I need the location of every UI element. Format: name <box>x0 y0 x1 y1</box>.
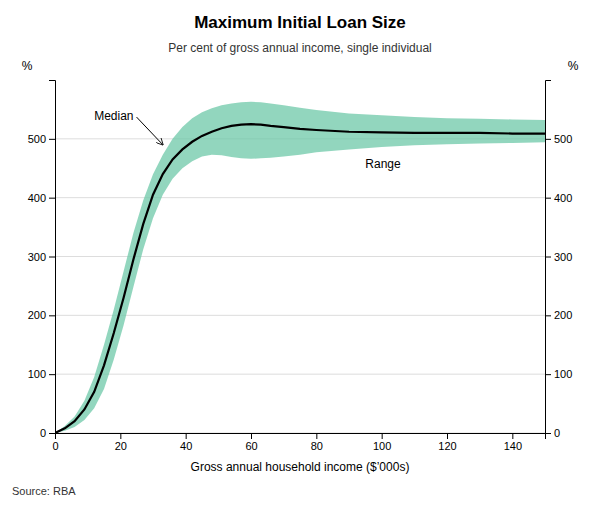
x-tick: 20 <box>115 433 127 452</box>
x-tick: 100 <box>373 433 391 452</box>
y2-tick-label: 0 <box>554 427 560 439</box>
y-axis: 0 100 200 300 400 500 <box>28 81 56 440</box>
y-tick-label: 200 <box>28 309 46 321</box>
y2-axis-label: % <box>568 59 579 73</box>
x-axis: 0 20 40 60 80 100 120 140 <box>52 433 545 452</box>
y-tick: 400 <box>28 192 55 204</box>
y-tick-label: 100 <box>28 368 46 380</box>
x-tick-label: 100 <box>373 440 391 452</box>
y-tick-label: 300 <box>28 251 46 263</box>
y2-tick: 300 <box>545 251 572 263</box>
x-tick-mark <box>512 433 513 439</box>
y-tick-mark <box>49 257 55 258</box>
grid-line <box>55 374 545 375</box>
y2-axis: 0 100 200 300 400 500 <box>545 81 572 440</box>
y-tick-mark <box>49 139 55 140</box>
y2-tick-label: 100 <box>554 368 572 380</box>
range-area <box>55 102 545 433</box>
y-tick: 0 <box>40 427 55 439</box>
median-line <box>55 124 545 433</box>
y2-tick-mark <box>545 198 551 199</box>
x-tick: 80 <box>311 433 323 452</box>
chart-subtitle: Per cent of gross annual income, single … <box>168 41 431 55</box>
x-tick: 0 <box>52 433 58 452</box>
y2-tick-label: 400 <box>554 192 572 204</box>
y2-tick-label: 300 <box>554 251 572 263</box>
x-tick-label: 0 <box>52 440 58 452</box>
y-tick: 100 <box>28 368 55 380</box>
y2-tick-label: 200 <box>554 309 572 321</box>
chart-svg: 0 20 40 60 80 100 120 140 0 100 200 300 400 500 0 100 20… <box>0 0 600 505</box>
x-tick-label: 60 <box>245 440 257 452</box>
y-tick-mark <box>49 198 55 199</box>
x-tick-mark <box>316 433 317 439</box>
y-axis-label: % <box>22 59 33 73</box>
y2-tick: 0 <box>545 427 560 439</box>
chart-container: 0 20 40 60 80 100 120 140 0 100 200 300 400 500 0 100 20… <box>0 0 600 505</box>
grid-line <box>55 197 545 198</box>
x-tick-mark <box>251 433 252 439</box>
plot-area: 0 20 40 60 80 100 120 140 0 100 200 300 400 500 0 100 20… <box>22 59 579 474</box>
y2-tick: 200 <box>545 309 572 321</box>
annotation-text: Median <box>94 109 133 123</box>
y-tick-mark <box>49 374 55 375</box>
y2-tick-mark <box>545 257 551 258</box>
y-tick: 300 <box>28 251 55 263</box>
source-note: Source: RBA <box>12 485 76 497</box>
chart-title: Maximum Initial Loan Size <box>194 13 406 32</box>
y2-tick: 100 <box>545 368 572 380</box>
y-axis-line <box>49 81 56 434</box>
y-tick: 500 <box>28 133 55 145</box>
data-marks <box>55 102 545 433</box>
y-tick-label: 0 <box>40 427 46 439</box>
x-tick-mark <box>447 433 448 439</box>
y-tick-label: 400 <box>28 192 46 204</box>
x-tick-label: 140 <box>504 440 522 452</box>
y-tick-mark <box>49 315 55 316</box>
y2-tick: 500 <box>545 133 572 145</box>
x-tick-label: 20 <box>115 440 127 452</box>
x-tick-mark <box>382 433 383 439</box>
y-tick-label: 500 <box>28 133 46 145</box>
x-tick-mark <box>186 433 187 439</box>
x-tick: 140 <box>504 433 522 452</box>
annotation-arrow <box>137 117 163 145</box>
annotation-text: Range <box>365 157 401 171</box>
x-tick-label: 80 <box>311 440 323 452</box>
x-tick: 120 <box>438 433 456 452</box>
y2-tick-mark <box>545 139 551 140</box>
y-tick: 200 <box>28 309 55 321</box>
x-axis-label: Gross annual household income ($’000s) <box>191 460 410 474</box>
y2-tick-mark <box>545 374 551 375</box>
y2-tick-mark <box>545 315 551 316</box>
x-axis-line <box>56 434 546 440</box>
annotations: Median Range <box>94 109 401 171</box>
y2-axis-line <box>546 81 552 434</box>
x-tick-label: 40 <box>180 440 192 452</box>
y2-tick-mark <box>545 433 551 434</box>
y2-tick-label: 500 <box>554 133 572 145</box>
x-tick: 60 <box>245 433 257 452</box>
x-tick-mark <box>120 433 121 439</box>
x-tick-label: 120 <box>438 440 456 452</box>
y2-tick: 400 <box>545 192 572 204</box>
grid-line <box>55 315 545 316</box>
y-tick-mark <box>49 433 55 434</box>
x-tick: 40 <box>180 433 192 452</box>
